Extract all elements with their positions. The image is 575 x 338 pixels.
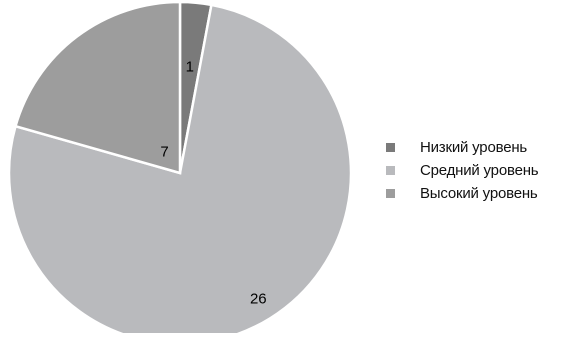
legend-item-medium: Средний уровень bbox=[386, 159, 575, 182]
data-label-high: 7 bbox=[160, 143, 168, 160]
data-label-medium: 26 bbox=[250, 290, 267, 307]
legend-item-high: Высокий уровень bbox=[386, 182, 575, 205]
pie-slice-medium bbox=[7, 3, 353, 338]
legend-label-medium: Средний уровень bbox=[420, 162, 539, 179]
legend: Низкий уровень Средний уровень Высокий у… bbox=[386, 136, 575, 205]
legend-label-high: Высокий уровень bbox=[420, 185, 538, 202]
pie-slice-high bbox=[13, 0, 182, 175]
legend-swatch-medium bbox=[386, 166, 395, 175]
legend-swatch-low bbox=[386, 143, 395, 152]
legend-label-low: Низкий уровень bbox=[420, 139, 528, 156]
legend-item-low: Низкий уровень bbox=[386, 136, 575, 159]
legend-swatch-high bbox=[386, 189, 395, 198]
data-label-low: 1 bbox=[186, 58, 194, 75]
